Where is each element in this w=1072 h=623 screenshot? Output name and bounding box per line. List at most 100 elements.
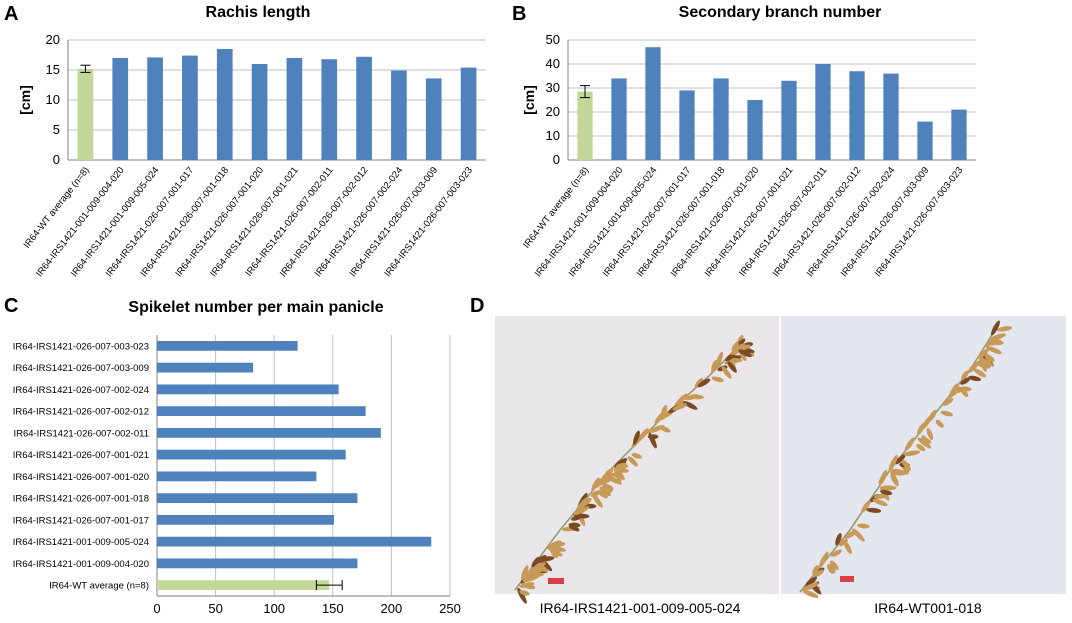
grain — [576, 496, 589, 510]
y-tick-label: 40 — [546, 56, 560, 71]
bar — [356, 56, 372, 160]
scale-bar-right — [840, 576, 854, 582]
y-category-label: IR64-IRS1421-026-007-001-021 — [13, 450, 149, 461]
y-tick-label: 15 — [46, 62, 60, 77]
grain — [606, 475, 622, 485]
grain — [731, 346, 746, 356]
bar — [883, 73, 899, 160]
grain — [599, 486, 612, 493]
grain — [731, 341, 739, 352]
grain — [977, 348, 989, 359]
grain — [818, 551, 829, 568]
grain — [640, 428, 649, 440]
bar — [147, 57, 163, 160]
grain — [658, 425, 671, 433]
grain — [997, 326, 1013, 332]
grain — [880, 489, 893, 496]
bar — [321, 59, 338, 161]
grain — [627, 456, 638, 467]
y-category-label: IR64-IRS1421-026-007-001-017 — [13, 515, 149, 526]
grain — [879, 485, 897, 491]
bar — [157, 427, 381, 438]
y-category-label: IR64-IRS1421-026-007-002-024 — [13, 385, 149, 396]
grain — [672, 403, 688, 411]
grain — [631, 453, 642, 459]
y-tick-label: 5 — [53, 122, 60, 137]
grain — [917, 437, 932, 449]
grain — [872, 498, 888, 507]
bar — [112, 58, 129, 160]
bar — [157, 558, 358, 569]
bar — [157, 449, 346, 460]
bar — [460, 67, 477, 160]
grain — [613, 467, 630, 473]
grain — [519, 590, 530, 596]
grain — [710, 361, 720, 374]
grain — [961, 370, 969, 381]
bar — [391, 70, 407, 160]
grain — [661, 405, 668, 416]
grain — [927, 409, 937, 423]
panel-letter-d: D — [470, 295, 484, 317]
bar — [182, 55, 198, 160]
grain — [903, 450, 921, 456]
grain — [531, 556, 540, 568]
panicle-right-image — [799, 320, 1013, 598]
grain — [721, 366, 732, 379]
grain — [942, 397, 954, 406]
chart-title-rachis: Rachis length — [206, 4, 311, 21]
grain — [694, 378, 704, 388]
grain — [725, 353, 736, 362]
grain — [960, 388, 969, 398]
bar — [157, 536, 432, 547]
y-tick-label: 10 — [546, 128, 560, 143]
grain — [602, 484, 614, 492]
grain — [916, 444, 926, 452]
grain — [895, 454, 906, 465]
chart-secondary-branch-number: Secondary branch number [cm] 0 10 20 30 40 50… — [521, 4, 976, 279]
bar — [747, 100, 763, 160]
panel-letter-c: C — [4, 295, 18, 317]
bar — [157, 406, 366, 417]
bar — [849, 71, 865, 160]
bar — [713, 78, 729, 160]
y-category-label: IR64-IRS1421-026-007-001-018 — [13, 494, 149, 505]
bar — [577, 91, 593, 160]
grain — [674, 393, 688, 407]
grain — [829, 560, 839, 571]
grain — [697, 378, 711, 388]
bar — [157, 340, 298, 351]
grain — [648, 432, 657, 449]
grain — [591, 477, 600, 491]
photo-left-caption: IR64-IRS1421-001-009-005-024 — [540, 600, 741, 616]
grain — [967, 360, 981, 374]
grain — [830, 549, 842, 557]
bar — [679, 90, 695, 160]
bar — [157, 580, 330, 591]
grain — [521, 565, 529, 581]
chart-title-spikelet: Spikelet number per main panicle — [128, 299, 383, 316]
grain — [835, 533, 842, 546]
y-tick-label: 50 — [546, 32, 560, 47]
grain — [879, 469, 888, 484]
grain — [540, 556, 555, 562]
grain — [546, 540, 562, 550]
grain — [683, 401, 698, 410]
grain — [984, 352, 992, 364]
photo-right-caption: IR64-WT001-018 — [874, 600, 982, 616]
x-tick-label: 200 — [381, 601, 403, 616]
grain — [951, 383, 959, 393]
panel-letter-b: B — [512, 3, 526, 25]
grain — [986, 346, 1002, 355]
x-tick-label: 250 — [439, 601, 461, 616]
scale-bar-left — [548, 578, 564, 584]
y-tick-label: 20 — [546, 104, 560, 119]
grain — [522, 583, 536, 590]
bar — [611, 78, 627, 160]
grain — [917, 422, 926, 435]
bar — [286, 58, 303, 160]
grain — [926, 428, 934, 440]
photo-right-background — [781, 316, 1066, 594]
x-tick-label: 0 — [153, 601, 160, 616]
grain — [550, 549, 559, 559]
